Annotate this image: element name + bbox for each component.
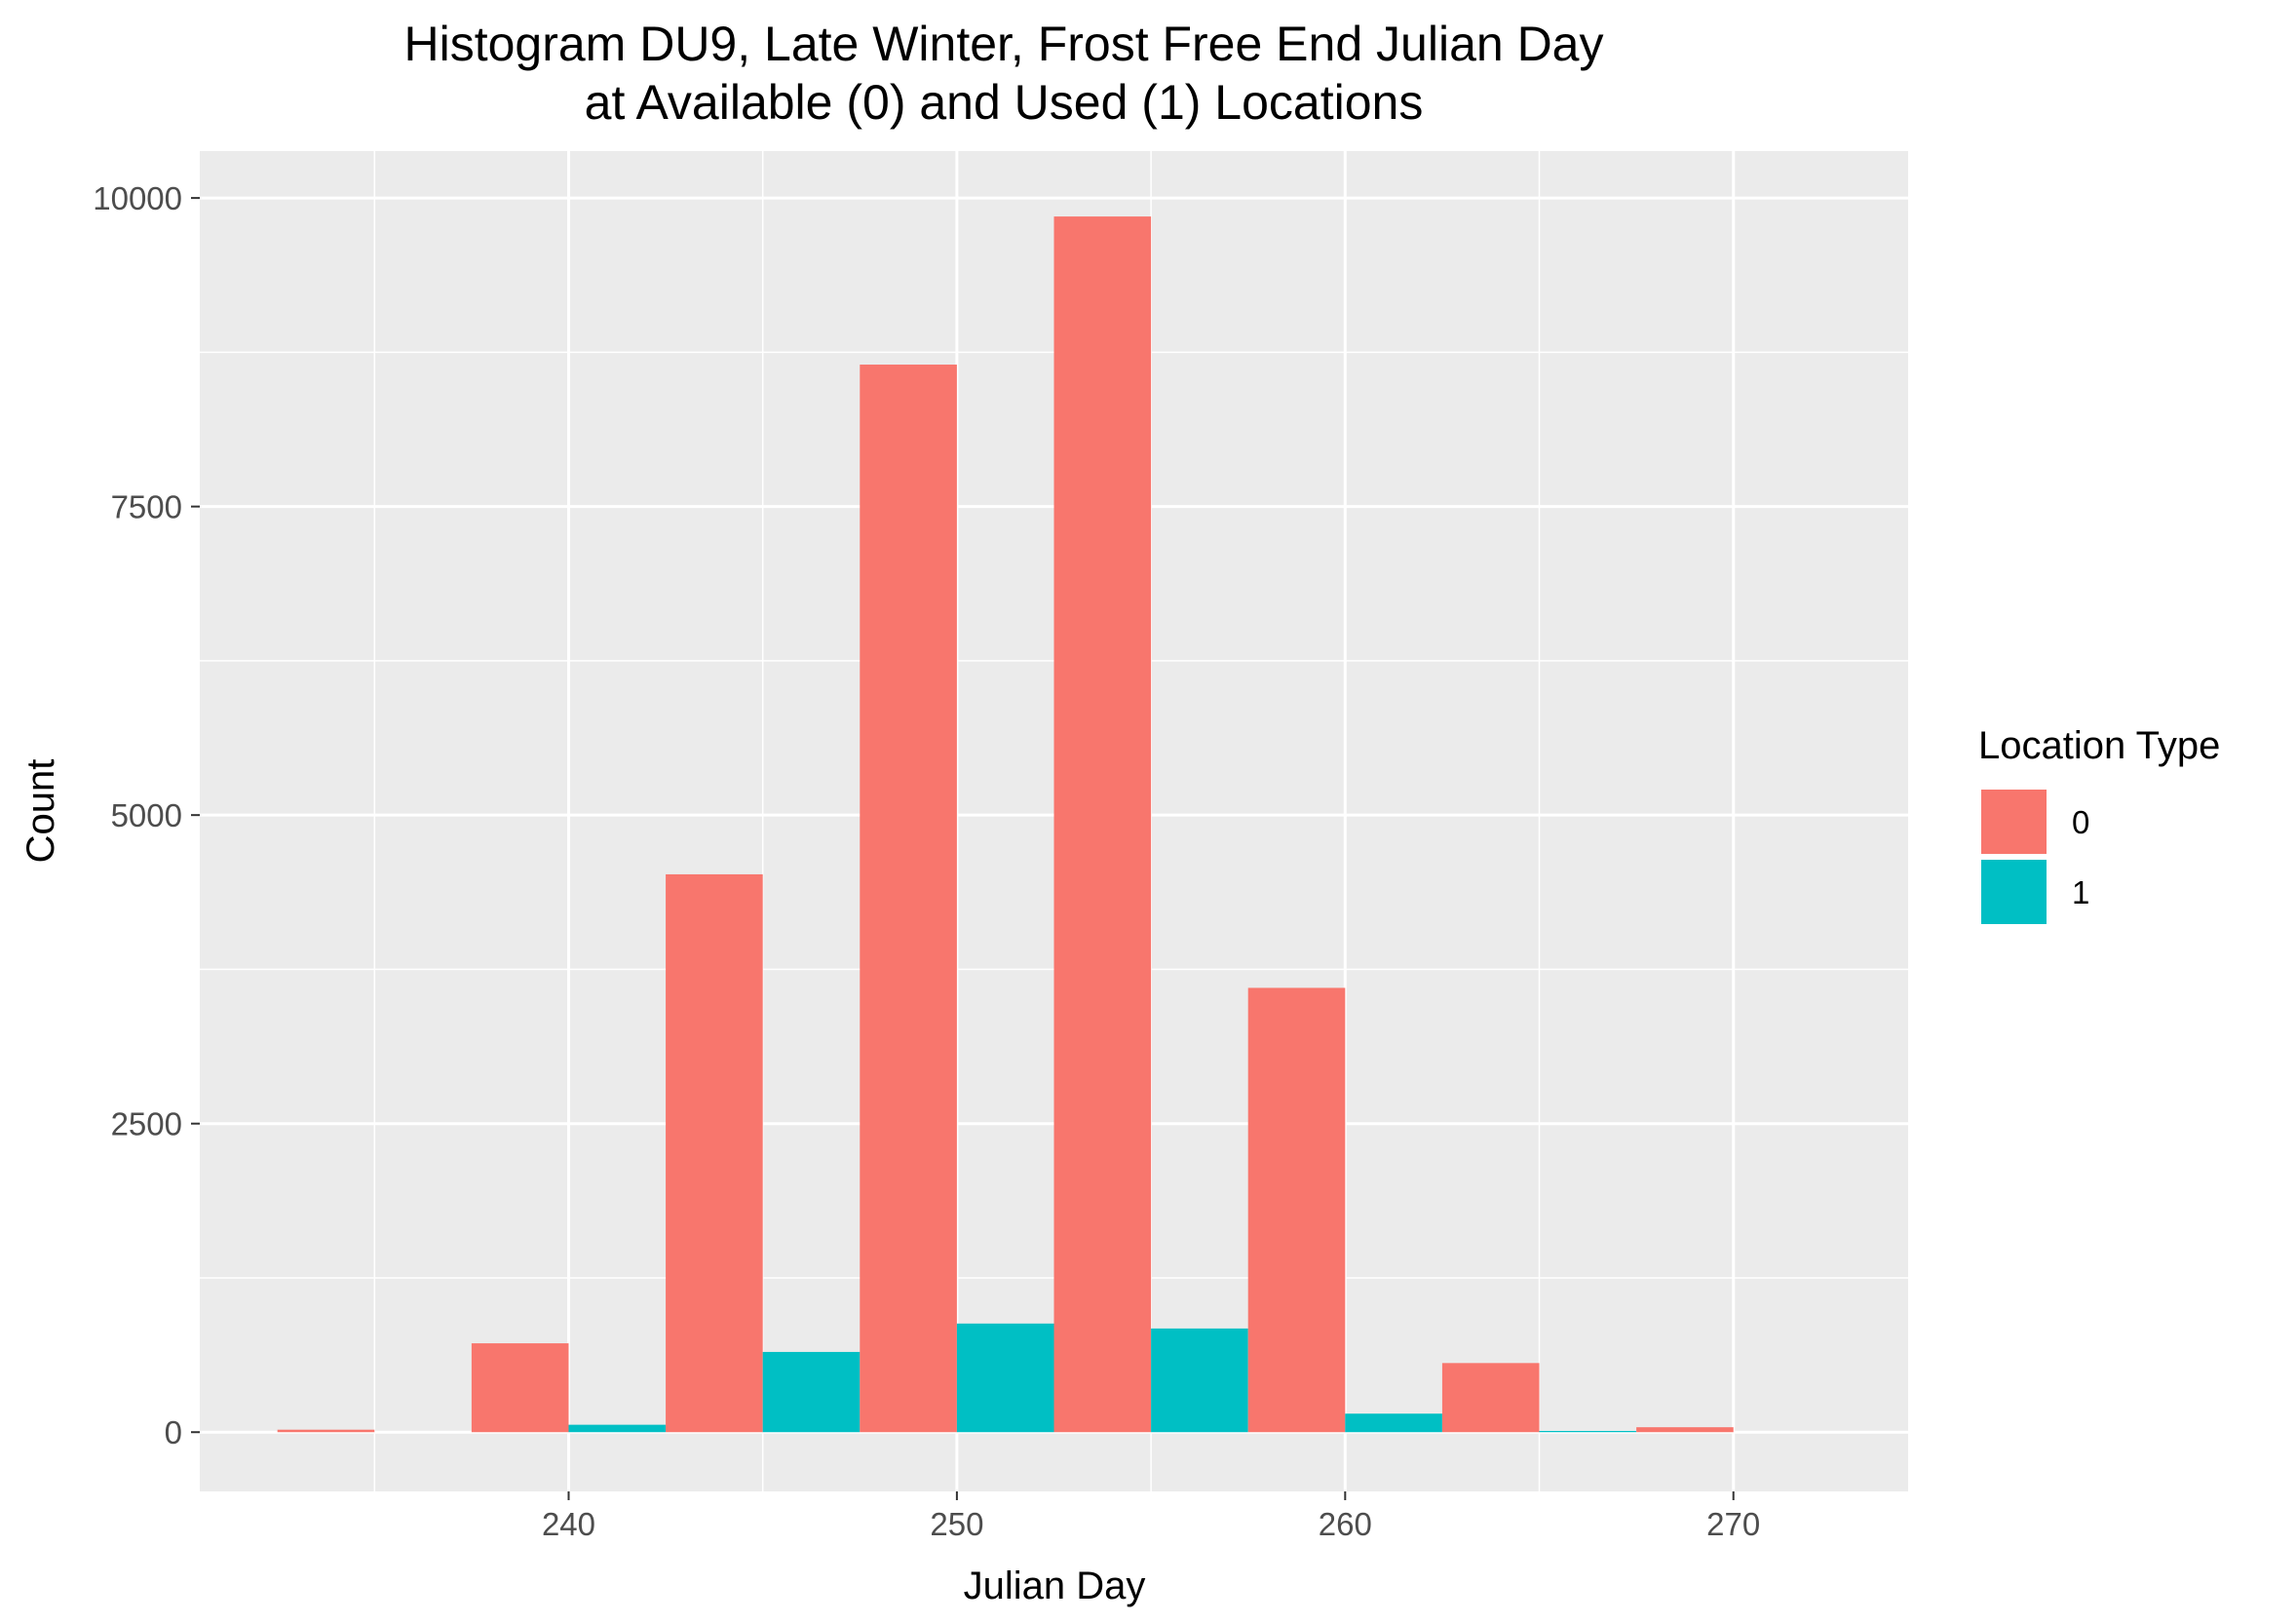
bar-series-0-bin-245 — [666, 873, 763, 1433]
legend-label-0: 0 — [2072, 804, 2089, 840]
y-tick-label: 2500 — [111, 1106, 182, 1142]
y-tick-label: 0 — [165, 1414, 182, 1450]
legend-items: 01 — [1981, 790, 2089, 924]
bar-series-1-bin-255 — [1151, 1328, 1248, 1433]
legend-key-0 — [1981, 790, 2047, 854]
chart-title-line-2: at Available (0) and Used (1) Locations — [585, 75, 1424, 130]
x-tick-label: 250 — [930, 1506, 983, 1542]
bar-series-0-bin-250 — [860, 365, 957, 1433]
legend-label-1: 1 — [2072, 874, 2089, 910]
chart-title-line-1: Histogram DU9, Late Winter, Frost Free E… — [403, 17, 1603, 71]
bar-series-0-bin-265 — [1441, 1363, 1540, 1433]
y-axis-title: Count — [19, 759, 62, 864]
x-axis-title: Julian Day — [964, 1565, 1146, 1607]
x-tick-label: 240 — [542, 1506, 595, 1542]
legend-key-1 — [1981, 860, 2047, 924]
bar-series-0-bin-255 — [1053, 216, 1152, 1433]
bar-series-1-bin-250 — [956, 1323, 1054, 1433]
bars — [277, 216, 1734, 1433]
bar-series-0-bin-270 — [1636, 1427, 1734, 1433]
bar-series-0-bin-240 — [471, 1343, 569, 1433]
legend: Location Type 01 — [1978, 724, 2220, 924]
bar-series-0-bin-260 — [1247, 987, 1346, 1433]
bar-series-1-bin-265 — [1539, 1430, 1637, 1433]
legend-title: Location Type — [1978, 724, 2220, 767]
bar-series-1-bin-260 — [1345, 1413, 1442, 1433]
y-tick-label: 5000 — [111, 797, 182, 833]
x-axis-ticks: 240 250 260 270 — [542, 1491, 1760, 1542]
y-axis-ticks: 0 2500 5000 7500 10000 — [93, 180, 200, 1450]
bar-series-0-bin-235 — [277, 1429, 375, 1433]
x-tick-label: 260 — [1319, 1506, 1372, 1542]
bar-series-1-bin-240 — [568, 1424, 667, 1433]
bar-series-1-bin-245 — [762, 1351, 861, 1433]
y-tick-label: 7500 — [111, 489, 182, 525]
y-tick-label: 10000 — [93, 180, 182, 216]
x-tick-label: 270 — [1706, 1506, 1760, 1542]
